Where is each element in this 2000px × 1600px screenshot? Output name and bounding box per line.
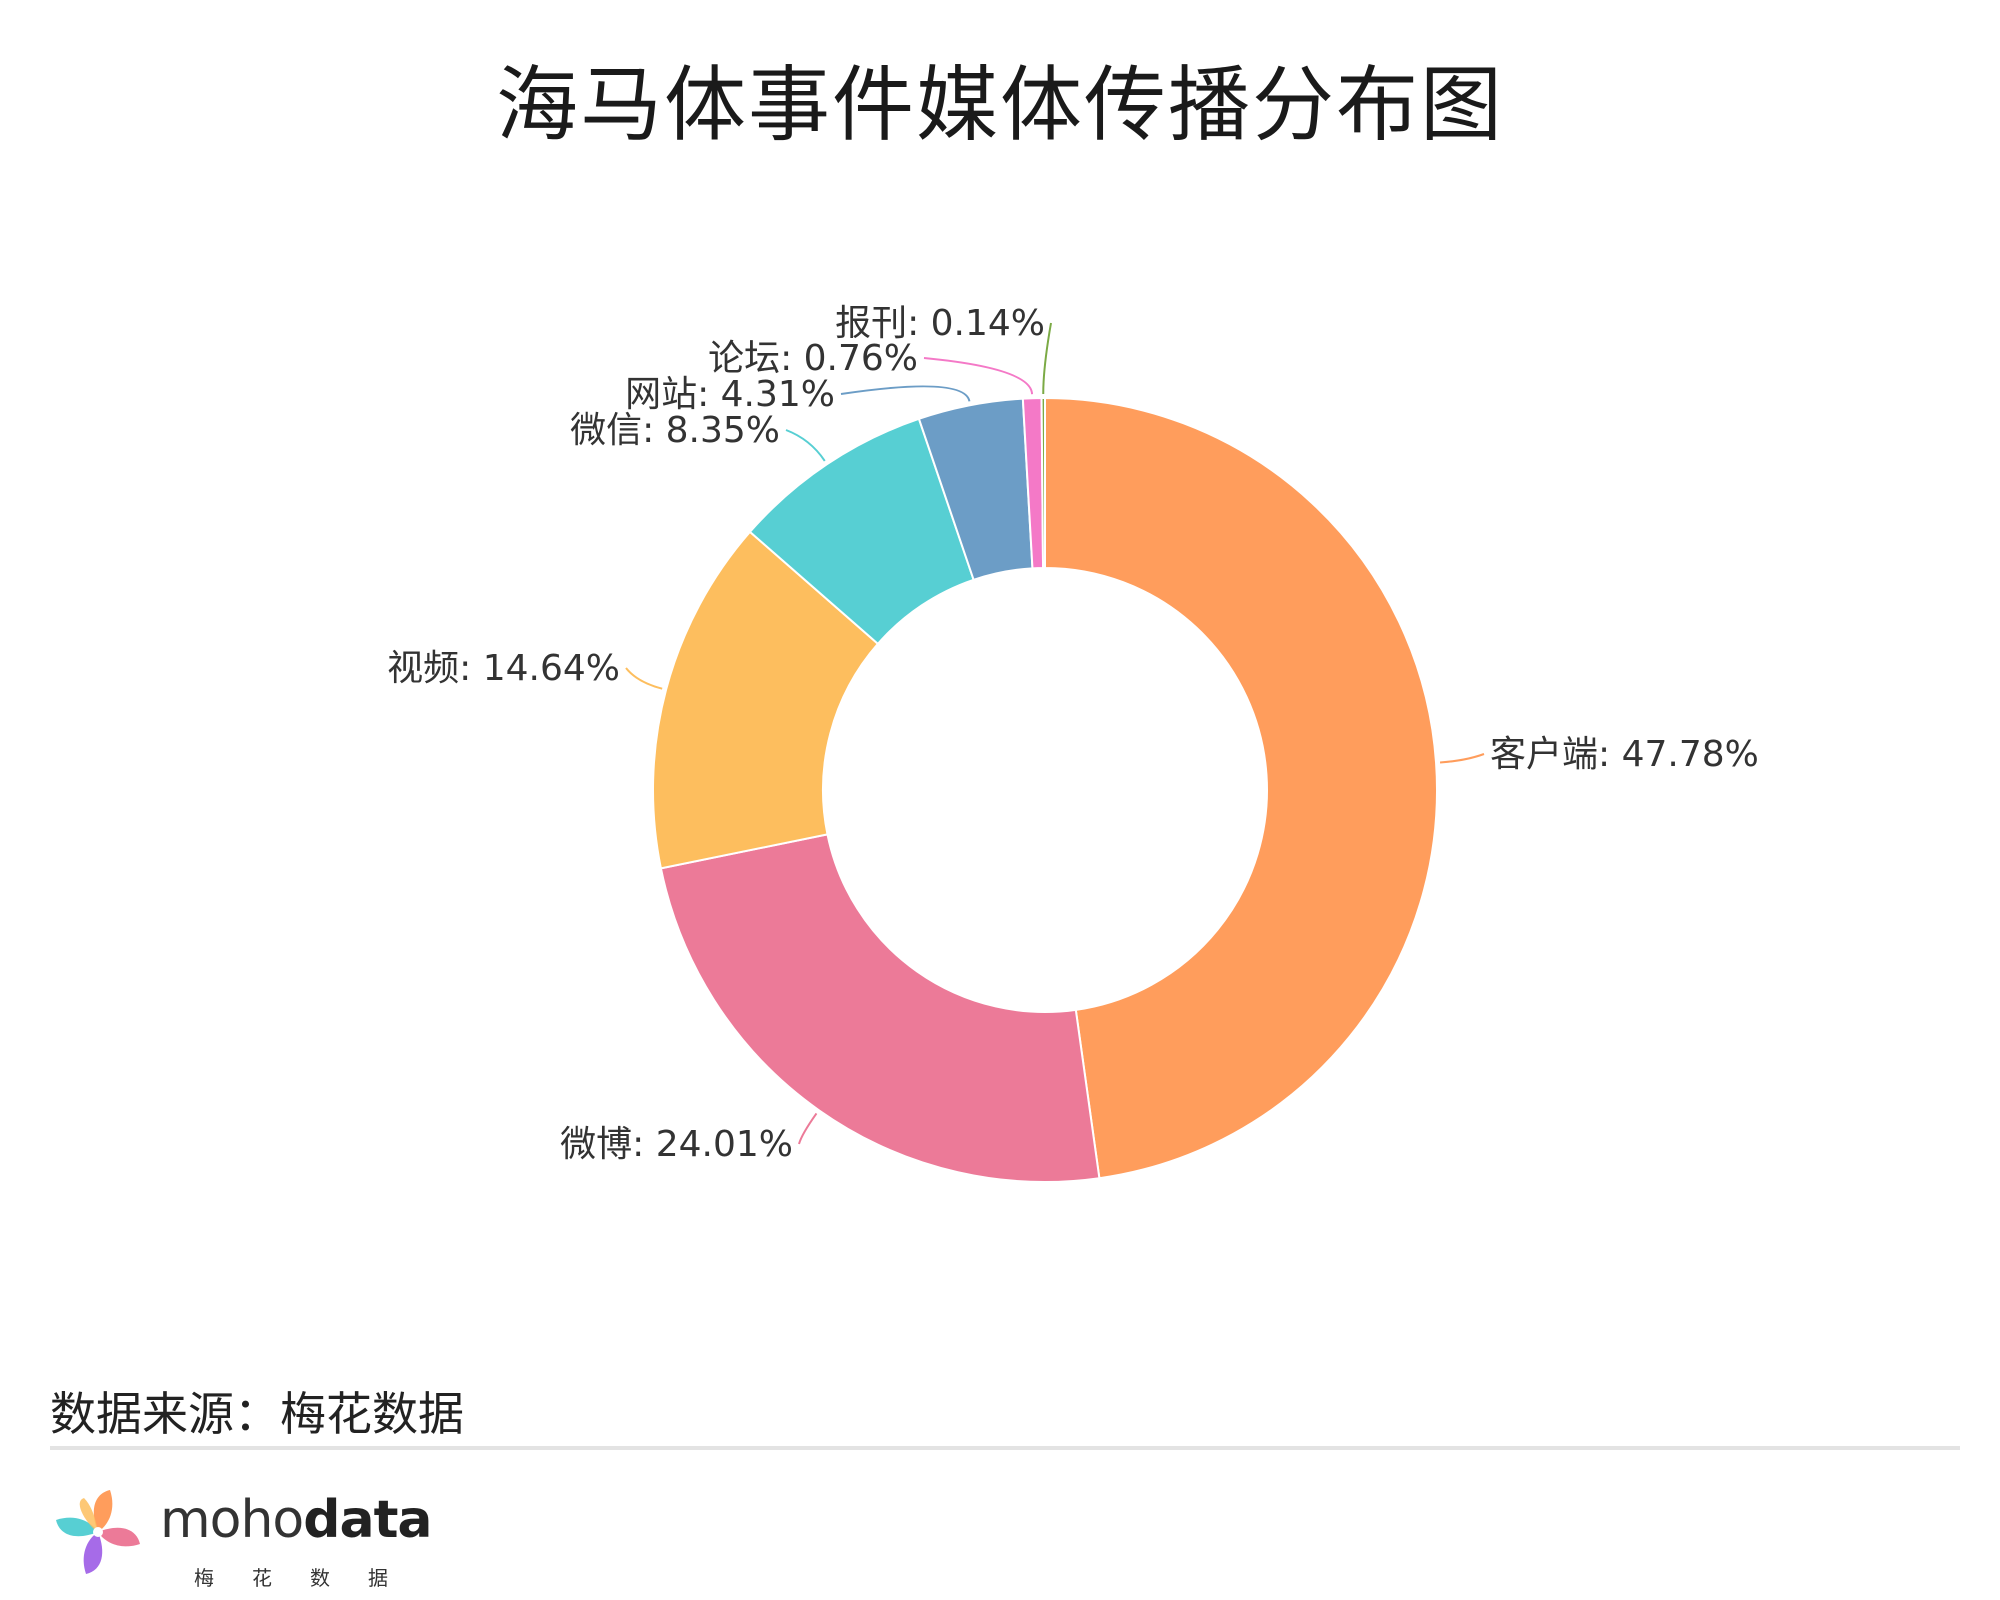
slice-label-3: 微信: 8.35% (570, 410, 780, 451)
slice-label-6: 报刊: 0.14% (835, 303, 1045, 344)
slice-label-2: 视频: 14.64% (387, 648, 620, 689)
leader-line-3 (785, 429, 826, 462)
leader-line-5 (923, 357, 1034, 395)
label-leader-lines (625, 322, 1485, 1145)
slice-2 (652, 530, 880, 870)
leader-line-0 (1439, 753, 1485, 764)
leader-line-2 (625, 667, 663, 690)
leader-line-6 (1042, 322, 1052, 395)
slice-label-5: 论坛: 0.76% (708, 338, 918, 379)
data-source-note: 数据来源：梅花数据 (50, 1387, 464, 1441)
brand-footer: mohodata 梅花数据 (48, 1482, 448, 1592)
slice-6 (1040, 396, 1046, 570)
donut-slices (652, 396, 1438, 1183)
leader-line-1 (798, 1112, 818, 1145)
leader-line-4 (840, 385, 971, 402)
slice-label-0: 客户端: 47.78% (1490, 734, 1759, 775)
chart-title: 海马体事件媒体传播分布图 (495, 58, 1504, 153)
slice-1 (659, 833, 1101, 1183)
slice-label-4: 网站: 4.31% (625, 374, 835, 415)
brand-wordmark: mohodata (160, 1490, 433, 1550)
brand-subtitle: 梅花数据 (194, 1566, 426, 1590)
slice-label-1: 微博: 24.01% (560, 1124, 793, 1165)
slice-0 (1044, 396, 1438, 1180)
slice-labels: 客户端: 47.78% 微博: 24.01% 视频: 14.64% 微信: 8.35%… (387, 303, 1759, 1165)
donut-chart: 客户端: 47.78% 微博: 24.01% 视频: 14.64% 微信: 8.35%… (387, 303, 1759, 1183)
footer-divider (50, 1446, 1960, 1450)
pinwheel-logo-icon (56, 1490, 140, 1574)
